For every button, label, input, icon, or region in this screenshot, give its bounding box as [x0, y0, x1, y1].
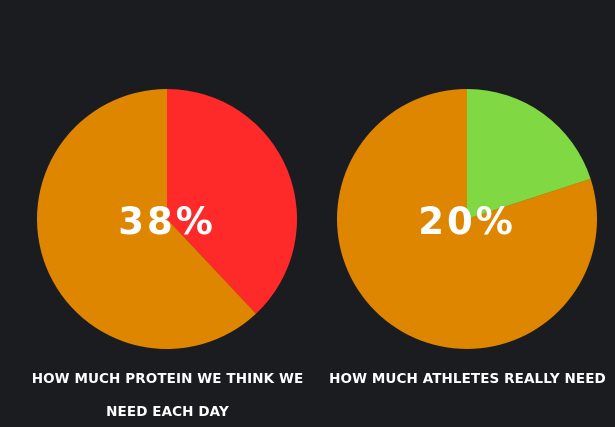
pie-chart-actual: 20% [337, 89, 597, 349]
pie-chart-perceived: 38% [36, 89, 297, 349]
pie-1-slice-0 [467, 89, 591, 219]
pie-panel-perceived: 38% HOW MUCH PROTEIN WE THINK WE NEED EA… [31, 89, 304, 420]
pie-panel-actual: 20% HOW MUCH ATHLETES REALLY NEED [320, 0, 615, 427]
pie-caption-perceived: HOW MUCH PROTEIN WE THINK WE NEED EACH D… [31, 371, 304, 420]
pie-0-slice-1 [36, 89, 256, 349]
pie-caption-actual: HOW MUCH ATHLETES REALLY NEED [329, 371, 606, 387]
pie-1-slice-1 [337, 89, 597, 349]
pie-0-center-label: 38% [118, 200, 216, 243]
pie-1-center-label: 20% [418, 200, 516, 243]
pie-0-slice-0 [167, 89, 297, 314]
